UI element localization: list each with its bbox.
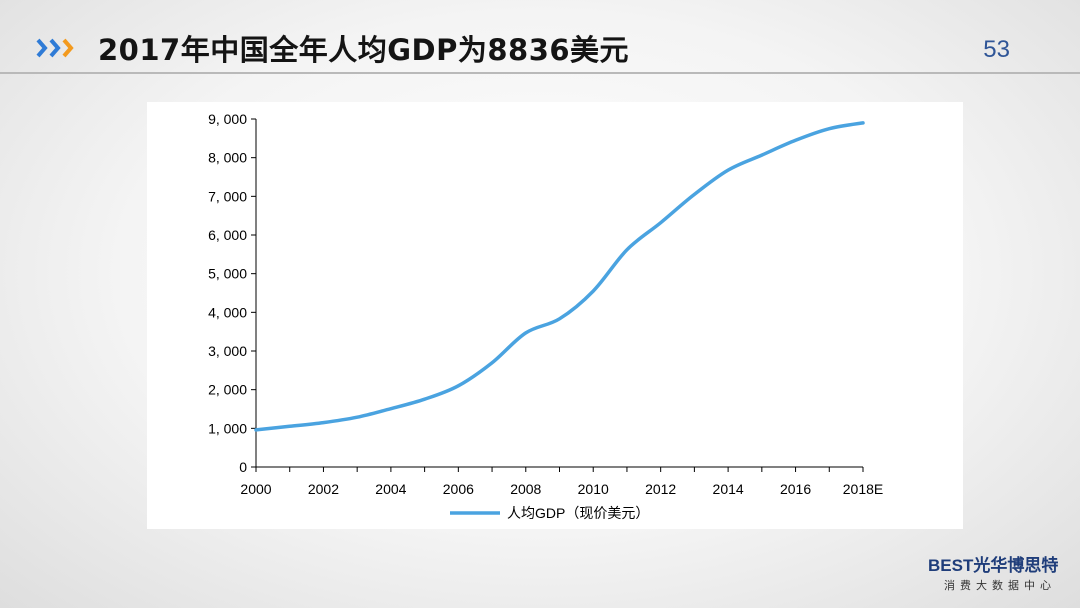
x-tick-label: 2012 xyxy=(645,481,676,497)
brand-logo: BEST光华博思特 消费大数据中心 xyxy=(928,551,1068,596)
x-tick-label: 2014 xyxy=(713,481,744,497)
gdp-line-chart: 0 1, 000 2, 000 3, 000 4, 000 5, 000 6, 000 7, … xyxy=(208,111,883,521)
slide-header: 2017年中国全年人均GDP为8836美元 53 xyxy=(0,0,1080,74)
y-axis-ticks: 0 1, 000 2, 000 3, 000 4, 000 5, 000 6, 000 7, … xyxy=(208,111,256,475)
chart-series xyxy=(254,121,865,432)
logo-brand-text: BEST光华博思特 xyxy=(928,556,1059,575)
chart-panel: 0 1, 000 2, 000 3, 000 4, 000 5, 000 6, 000 7, … xyxy=(147,102,963,529)
x-tick-label: 2010 xyxy=(578,481,609,497)
y-tick-label: 3, 000 xyxy=(208,343,247,359)
x-axis-ticks: 2000 2002 2004 2006 2008 2010 2012 2014 2016 2018… xyxy=(240,467,883,497)
chart-legend: 人均GDP（现价美元） xyxy=(450,505,649,521)
header-divider xyxy=(0,72,1080,74)
x-tick-label: 2016 xyxy=(780,481,811,497)
chart-axes xyxy=(255,119,863,468)
x-tick-label: 2002 xyxy=(308,481,339,497)
y-tick-label: 7, 000 xyxy=(208,188,247,204)
y-tick-label: 4, 000 xyxy=(208,304,247,320)
y-tick-label: 2, 000 xyxy=(208,382,247,398)
x-tick-label: 2000 xyxy=(240,481,271,497)
x-tick-label: 2008 xyxy=(510,481,541,497)
logo-subtitle: 消费大数据中心 xyxy=(944,579,1056,592)
chevron-arrows-icon xyxy=(36,38,74,58)
gdp-series-line xyxy=(254,121,865,432)
slide-title: 2017年中国全年人均GDP为8836美元 xyxy=(98,33,630,67)
legend-label: 人均GDP（现价美元） xyxy=(507,505,649,521)
page-number: 53 xyxy=(983,36,1010,63)
x-tick-label: 2018E xyxy=(843,481,883,497)
y-tick-label: 6, 000 xyxy=(208,227,247,243)
x-tick-label: 2004 xyxy=(375,481,406,497)
y-tick-label: 5, 000 xyxy=(208,266,247,282)
y-tick-label: 0 xyxy=(239,459,247,475)
y-tick-label: 1, 000 xyxy=(208,420,247,436)
y-tick-label: 8, 000 xyxy=(208,150,247,166)
x-tick-label: 2006 xyxy=(443,481,474,497)
y-tick-label: 9, 000 xyxy=(208,111,247,127)
